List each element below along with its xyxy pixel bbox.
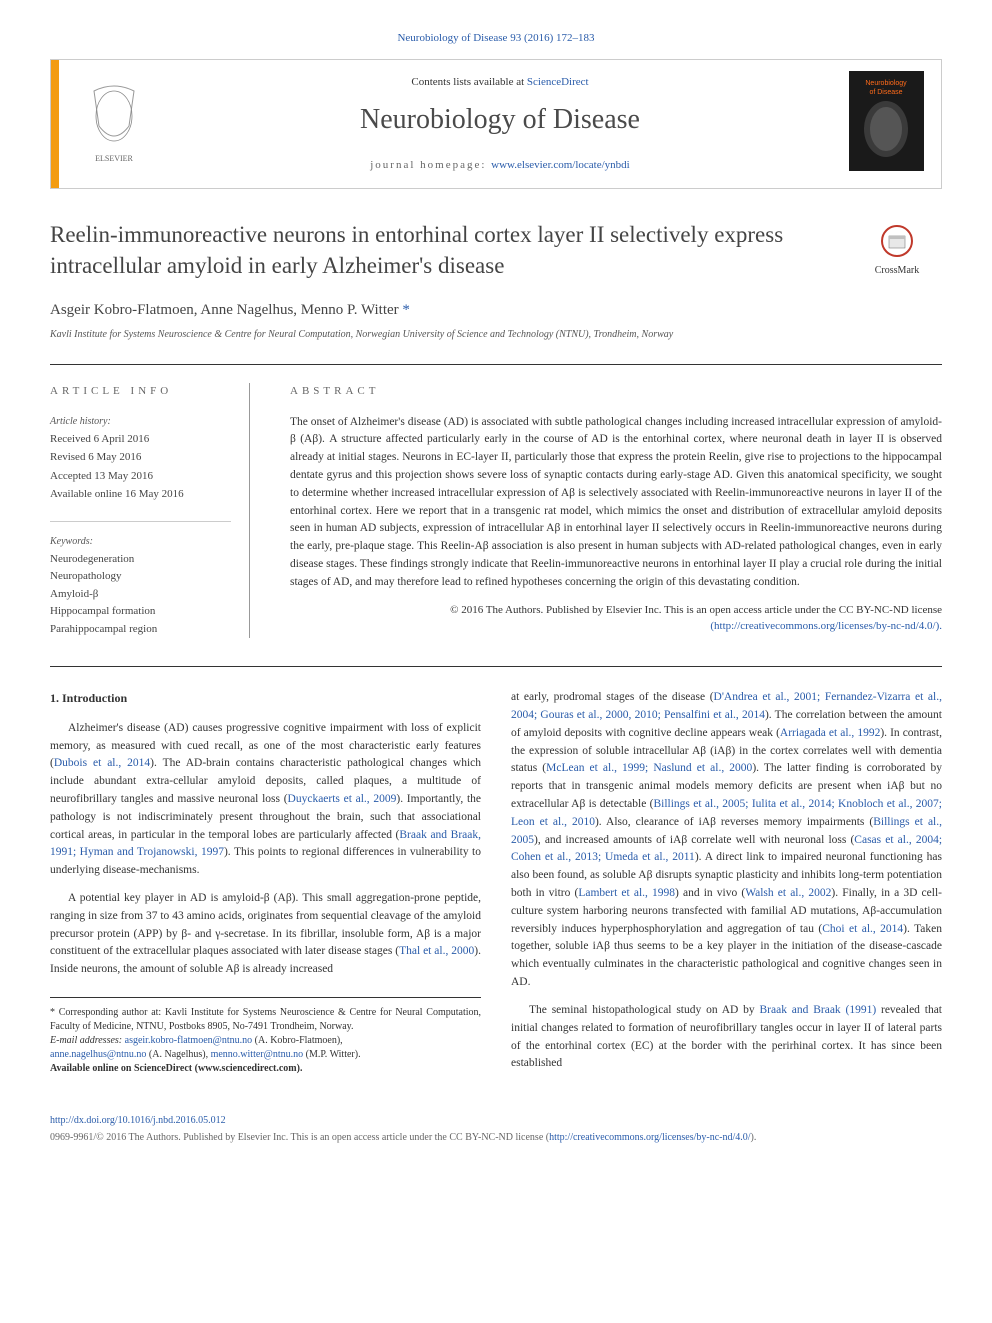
elsevier-logo-icon: ELSEVIER	[74, 76, 154, 166]
keyword: Neuropathology	[50, 568, 231, 585]
svg-text:Neurobiology: Neurobiology	[865, 80, 907, 87]
abstract-copyright: © 2016 The Authors. Published by Elsevie…	[290, 602, 942, 635]
corresponding-mark: *	[402, 302, 410, 318]
affiliation: Kavli Institute for Systems Neuroscience…	[50, 327, 942, 342]
body-column-right: at early, prodromal stages of the diseas…	[511, 689, 942, 1083]
history-label: Article history:	[50, 414, 231, 429]
keywords-label: Keywords:	[50, 534, 231, 549]
body-paragraph: A potential key player in AD is amyloid-…	[50, 890, 481, 979]
journal-cover-icon: Neurobiology of Disease	[849, 71, 924, 171]
body-paragraph: Alzheimer's disease (AD) causes progress…	[50, 720, 481, 880]
abstract-panel: ABSTRACT The onset of Alzheimer's diseas…	[280, 383, 942, 638]
journal-homepage-link[interactable]: www.elsevier.com/locate/ynbdi	[491, 159, 630, 171]
journal-cover-container: Neurobiology of Disease	[831, 66, 941, 182]
header-orange-bar	[51, 60, 59, 188]
authors-line: Asgeir Kobro-Flatmoen, Anne Nagelhus, Me…	[50, 299, 942, 322]
citation-link[interactable]: Dubois et al., 2014	[54, 757, 150, 769]
journal-header: ELSEVIER Contents lists available at Sci…	[50, 59, 942, 189]
abstract-text: The onset of Alzheimer's disease (AD) is…	[290, 414, 942, 592]
citation-link[interactable]: McLean et al., 1999; Naslund et al., 200…	[546, 762, 752, 774]
author-email-link[interactable]: menno.witter@ntnu.no	[211, 1049, 304, 1060]
header-center: Contents lists available at ScienceDirec…	[169, 74, 831, 173]
keyword: Amyloid-β	[50, 586, 231, 603]
citation-header: Neurobiology of Disease 93 (2016) 172–18…	[50, 30, 942, 47]
article-title: Reelin-immunoreactive neurons in entorhi…	[50, 219, 837, 281]
body-paragraph: The seminal histopathological study on A…	[511, 1002, 942, 1073]
doi-link[interactable]: http://dx.doi.org/10.1016/j.nbd.2016.05.…	[50, 1113, 226, 1128]
article-info-heading: ARTICLE INFO	[50, 383, 231, 400]
history-revised: Revised 6 May 2016	[50, 449, 231, 466]
citation-link[interactable]: Braak and Braak (1991)	[760, 1004, 877, 1016]
citation-link[interactable]: Neurobiology of Disease 93 (2016) 172–18…	[397, 32, 594, 44]
keyword: Parahippocampal region	[50, 621, 231, 638]
svg-text:of Disease: of Disease	[869, 89, 902, 96]
citation-link[interactable]: Lambert et al., 1998	[578, 887, 675, 899]
citation-link[interactable]: Choi et al., 2014	[822, 923, 903, 935]
body-column-left: 1. Introduction Alzheimer's disease (AD)…	[50, 689, 481, 1083]
citation-link[interactable]: Arriagada et al., 1992	[780, 727, 880, 739]
author-email-link[interactable]: anne.nagelhus@ntnu.no	[50, 1049, 146, 1060]
article-info-panel: ARTICLE INFO Article history: Received 6…	[50, 383, 250, 638]
history-accepted: Accepted 13 May 2016	[50, 468, 231, 485]
license-link[interactable]: (http://creativecommons.org/licenses/by-…	[710, 620, 942, 632]
crossmark-badge[interactable]: CrossMark	[852, 224, 942, 278]
history-received: Received 6 April 2016	[50, 431, 231, 448]
journal-title: Neurobiology of Disease	[169, 99, 831, 141]
crossmark-icon	[880, 224, 914, 258]
citation-link[interactable]: Walsh et al., 2002	[745, 887, 831, 899]
contents-available-text: Contents lists available at ScienceDirec…	[169, 74, 831, 91]
publisher-logo-container: ELSEVIER	[59, 71, 169, 177]
keyword: Hippocampal formation	[50, 603, 231, 620]
svg-text:ELSEVIER: ELSEVIER	[95, 154, 133, 163]
corresponding-author-note: * Corresponding author at: Kavli Institu…	[50, 997, 481, 1076]
homepage-line: journal homepage: www.elsevier.com/locat…	[169, 157, 831, 174]
sciencedirect-link[interactable]: ScienceDirect	[527, 76, 589, 88]
page-footer: http://dx.doi.org/10.1016/j.nbd.2016.05.…	[50, 1113, 942, 1145]
body-paragraph: at early, prodromal stages of the diseas…	[511, 689, 942, 992]
footer-license-link[interactable]: http://creativecommons.org/licenses/by-n…	[549, 1132, 750, 1143]
author-email-link[interactable]: asgeir.kobro-flatmoen@ntnu.no	[125, 1035, 253, 1046]
citation-link[interactable]: Thal et al., 2000	[399, 945, 474, 957]
keyword: Neurodegeneration	[50, 551, 231, 568]
history-online: Available online 16 May 2016	[50, 486, 231, 503]
abstract-heading: ABSTRACT	[290, 383, 942, 400]
citation-link[interactable]: Duyckaerts et al., 2009	[288, 793, 397, 805]
section-heading-intro: 1. Introduction	[50, 689, 481, 708]
footnote-mark: *	[50, 1007, 55, 1018]
